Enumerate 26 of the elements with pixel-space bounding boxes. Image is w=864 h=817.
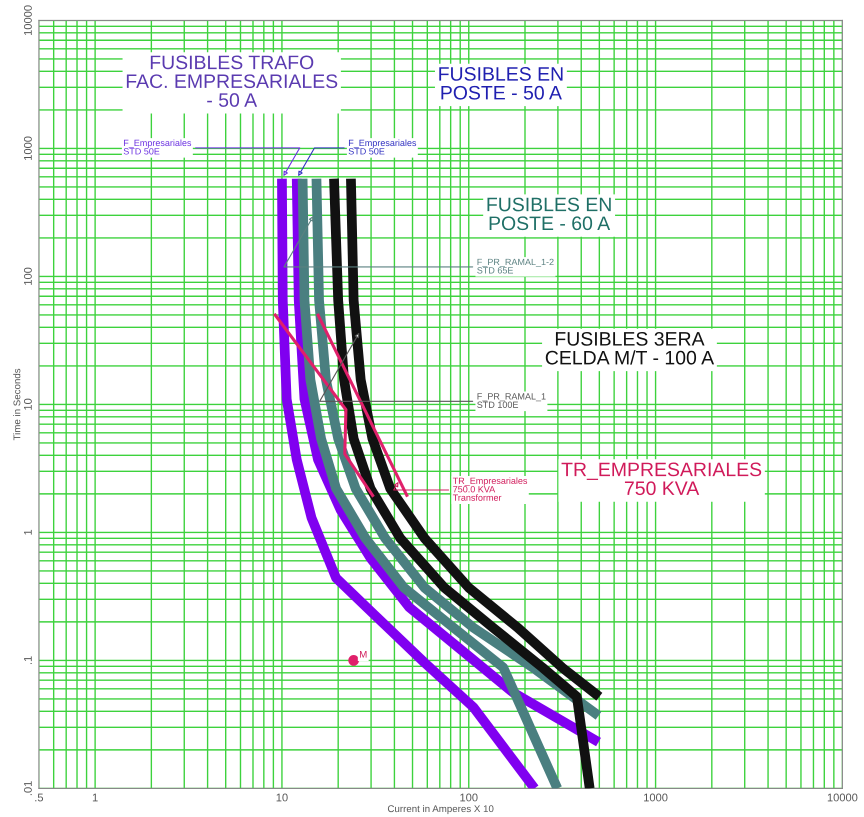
x-tick-label: 100: [460, 794, 478, 802]
x-tick-label: .5: [35, 794, 44, 802]
annotation: TR_Empresariales 750.0 KVA Transformer: [452, 477, 528, 501]
y-tick-label: 10000: [24, 5, 32, 36]
y-tick-label: .1: [24, 656, 32, 664]
x-tick-label: 1000: [644, 794, 668, 802]
annotation: F_PR_RAMAL_1 STD 100E: [477, 393, 546, 408]
annotation: F_PR_RAMAL_1-2 STD 65E: [477, 258, 554, 274]
y-tick-label: .01: [24, 781, 32, 796]
annotation: FUSIBLES 3ERA CELDA M/T - 100 A: [546, 332, 714, 365]
y-tick-label: 1: [24, 530, 32, 535]
annotation: FUSIBLES EN POSTE - 50 A: [439, 67, 563, 100]
annotation: FUSIBLES TRAFO FAC. EMPRESARIALES - 50 A: [126, 56, 338, 107]
annotation: F_Empresariales STD 50E: [124, 139, 192, 155]
y-axis-title: Time in Seconds: [13, 368, 20, 440]
x-tick-label: 10: [276, 794, 288, 802]
y-tick-label: 10: [24, 398, 32, 410]
annotation: FUSIBLES EN POSTE - 60 A: [487, 198, 611, 230]
y-tick-label: 1000: [24, 136, 32, 160]
y-tick-label: 100: [24, 268, 32, 285]
x-axis-title: Current in Amperes X 10: [388, 805, 494, 814]
annotation: M: [360, 650, 366, 658]
x-tick-label: 1: [92, 794, 98, 802]
annotation: F_Empresariales STD 50E: [348, 139, 416, 155]
annotation: TR_EMPRESARIALES 750 KVA: [562, 462, 762, 496]
x-tick-label: 10000: [828, 794, 858, 802]
